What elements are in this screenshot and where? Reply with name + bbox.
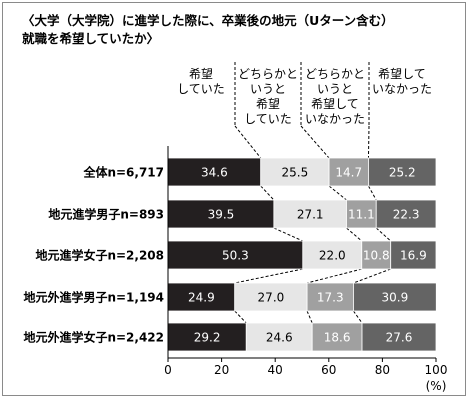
category-label-0: 全体n=6,717 — [82, 165, 164, 180]
legend-label-3-1: いなかった — [372, 82, 432, 96]
bar-connector-3-1 — [234, 310, 247, 324]
bar-value-label-2-2: 10.8 — [363, 249, 390, 263]
bar-connector-3-2 — [306, 310, 313, 324]
bar-value-label-3-0: 24.9 — [188, 291, 215, 305]
legend-label-3-0: 希望して — [378, 66, 426, 81]
legend-label-2-1: いうと — [317, 82, 353, 96]
bar-segment-3-1 — [234, 282, 308, 312]
bar-connector-2-3 — [353, 268, 391, 284]
bar-connector-0-1 — [260, 185, 275, 201]
bar-value-label-1-3: 22.3 — [393, 208, 420, 222]
legend-label-1-1: いうと — [250, 82, 286, 96]
x-tick-label-0: 0 — [164, 363, 172, 377]
bar-value-label-0-3: 25.2 — [389, 166, 416, 180]
bar-segment-0-3 — [368, 157, 437, 187]
bar-connector-0-2 — [328, 185, 347, 201]
x-axis-unit: (%) — [426, 379, 447, 393]
bar-connector-2-2 — [306, 268, 362, 284]
bar-value-label-3-3: 30.9 — [382, 291, 409, 305]
x-tick-label-4: 80 — [375, 363, 390, 377]
x-tick-label-1: 20 — [214, 363, 229, 377]
bar-segment-2-3 — [390, 240, 437, 270]
bar-segment-3-2 — [306, 282, 354, 312]
legend-connector-0 — [234, 125, 262, 159]
bar-segment-2-2 — [361, 240, 392, 270]
x-tick-label-3: 60 — [321, 363, 336, 377]
bar-value-label-3-1: 27.0 — [258, 291, 285, 305]
bar-value-label-1-1: 27.1 — [297, 208, 324, 222]
bar-segment-1-3 — [375, 199, 437, 229]
bar-value-label-1-2: 11.1 — [348, 208, 375, 222]
category-label-2: 地元進学女子n=2,208 — [35, 248, 164, 263]
bar-value-label-0-2: 14.7 — [335, 166, 362, 180]
bar-connector-1-1 — [273, 227, 304, 242]
legend-label-2-3: いなかった — [305, 112, 365, 126]
legend-connector-2 — [367, 125, 370, 159]
legend-label-0-0: 希望 — [189, 66, 213, 81]
bar-value-label-4-3: 27.6 — [386, 331, 413, 345]
bar-value-label-4-2: 18.6 — [324, 331, 351, 345]
bar-connector-1-3 — [375, 227, 392, 242]
bar-segment-4-3 — [361, 322, 437, 352]
bar-value-label-2-3: 16.9 — [400, 249, 427, 263]
bar-value-label-0-0: 34.6 — [201, 166, 228, 180]
bar-connector-1-2 — [346, 227, 363, 242]
bar-segment-3-3 — [353, 282, 437, 312]
category-label-1: 地元進学男子n=893 — [48, 207, 164, 222]
legend-label-2-0: どちらかと — [305, 67, 365, 81]
bar-connector-3-3 — [353, 310, 363, 324]
bar-segment-2-1 — [302, 240, 363, 270]
bar-segment-0-0 — [167, 157, 262, 187]
bar-segment-1-1 — [273, 199, 347, 229]
bar-segment-0-1 — [260, 157, 330, 187]
bar-value-label-4-0: 29.2 — [194, 331, 221, 345]
chart-title-line-0: 〈大学（大学院）に進学した際に、卒業後の地元（Uターン含む） — [22, 13, 394, 28]
bar-value-label-3-2: 17.3 — [317, 291, 344, 305]
legend-label-1-2: 希望 — [256, 96, 280, 111]
bar-segment-4-0 — [167, 322, 247, 352]
x-tick-label-5: 100 — [425, 363, 448, 377]
bar-value-label-0-1: 25.5 — [282, 166, 309, 180]
legend-label-0-1: していた — [177, 82, 225, 96]
x-tick-label-2: 40 — [268, 363, 283, 377]
bar-connector-2-1 — [234, 268, 303, 284]
category-label-4: 地元外進学女子n=2,422 — [23, 330, 164, 345]
bar-segment-0-2 — [328, 157, 369, 187]
legend-label-1-3: していた — [244, 112, 292, 126]
category-label-3: 地元外進学男子n=1,194 — [23, 290, 164, 305]
legend-connector-1 — [300, 125, 330, 159]
bar-value-label-2-0: 50.3 — [222, 249, 249, 263]
legend-label-1-0: どちらかと — [238, 67, 298, 81]
legend-label-2-2: 希望して — [311, 96, 359, 111]
bar-segment-3-0 — [167, 282, 236, 312]
bar-segment-1-0 — [167, 199, 275, 229]
bar-value-label-2-1: 22.0 — [319, 249, 346, 263]
bar-segment-4-2 — [311, 322, 363, 352]
chart-title-line-1: 就職を希望していたか〉 — [22, 31, 159, 46]
bar-value-label-4-1: 24.6 — [266, 331, 293, 345]
bar-segment-1-2 — [346, 199, 377, 229]
bar-connector-0-3 — [368, 185, 377, 201]
bar-value-label-1-0: 39.5 — [208, 208, 235, 222]
bar-segment-2-0 — [167, 240, 304, 270]
